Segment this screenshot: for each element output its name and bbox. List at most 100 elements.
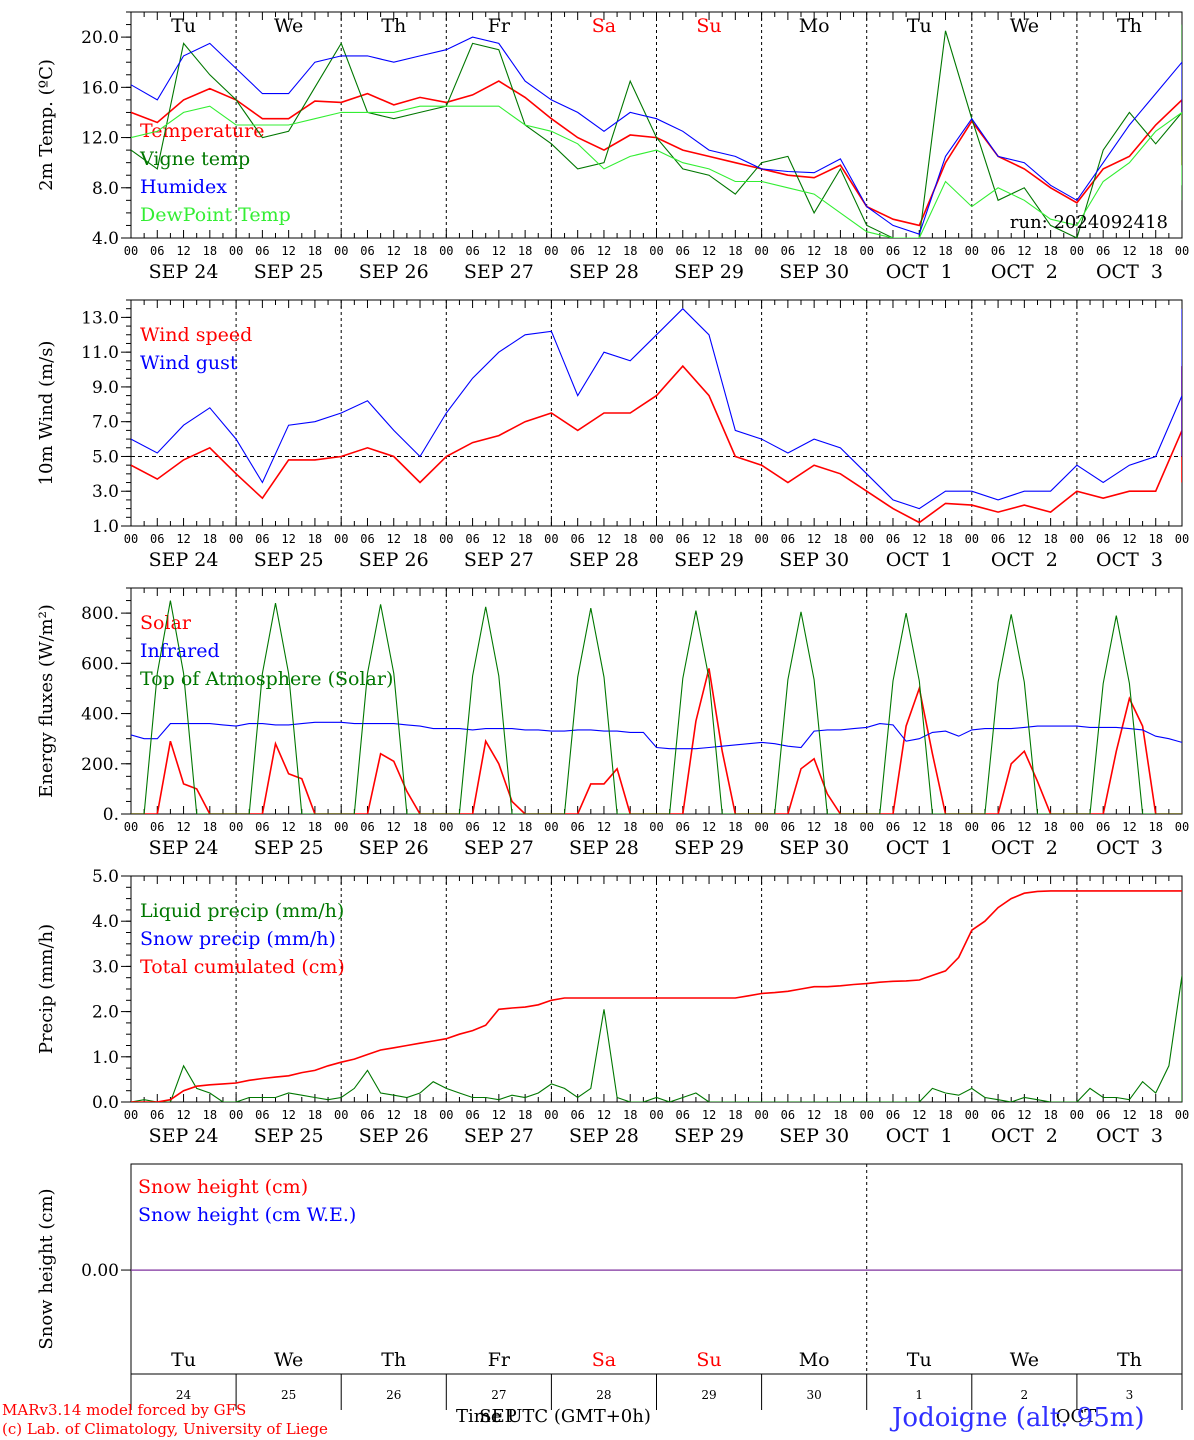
hour-tick-label: 18 bbox=[1043, 820, 1057, 834]
hour-tick-label: 06 bbox=[1096, 244, 1110, 258]
hour-tick-label: 18 bbox=[1148, 1108, 1162, 1122]
day-name: Tu bbox=[171, 15, 196, 37]
hour-tick-label: 18 bbox=[413, 820, 427, 834]
hour-tick-label: 12 bbox=[807, 532, 821, 546]
hour-tick-label: 00 bbox=[229, 820, 243, 834]
hour-tick-label: 00 bbox=[334, 1108, 348, 1122]
hour-tick-label: 12 bbox=[176, 532, 190, 546]
hour-tick-label: 12 bbox=[492, 532, 506, 546]
hour-tick-label: 12 bbox=[807, 820, 821, 834]
date-label: OCT 2 bbox=[991, 549, 1058, 571]
hour-tick-label: 12 bbox=[1017, 244, 1031, 258]
date-label: SEP 26 bbox=[359, 1125, 429, 1147]
legend-entry: Liquid precip (mm/h) bbox=[140, 900, 344, 922]
month-label: SEP bbox=[479, 1406, 517, 1427]
y-axis-label: 10m Wind (m/s) bbox=[36, 341, 57, 486]
hour-tick-label: 00 bbox=[649, 820, 663, 834]
hour-tick-label: 06 bbox=[991, 532, 1005, 546]
day-name: Sa bbox=[592, 15, 616, 37]
y-tick-label: 9.0 bbox=[92, 378, 119, 398]
hour-tick-label: 12 bbox=[1017, 1108, 1031, 1122]
hour-tick-label: 00 bbox=[1175, 244, 1189, 258]
y-tick-label: 7.0 bbox=[92, 413, 119, 433]
hour-tick-label: 18 bbox=[518, 244, 532, 258]
hour-tick-label: 12 bbox=[597, 1108, 611, 1122]
hour-tick-label: 06 bbox=[255, 532, 269, 546]
y-tick-label: 0.00 bbox=[81, 1261, 119, 1281]
day-number: 2 bbox=[1021, 1388, 1029, 1402]
hour-tick-label: 18 bbox=[1043, 244, 1057, 258]
day-number: 3 bbox=[1126, 1388, 1134, 1402]
hour-tick-label: 18 bbox=[308, 244, 322, 258]
hour-tick-label: 00 bbox=[965, 532, 979, 546]
hour-tick-label: 12 bbox=[387, 244, 401, 258]
hour-tick-label: 06 bbox=[1096, 1108, 1110, 1122]
legend-entry: Vigne temp bbox=[139, 148, 250, 170]
hour-tick-label: 00 bbox=[229, 532, 243, 546]
hour-tick-label: 12 bbox=[807, 244, 821, 258]
date-label: SEP 27 bbox=[464, 837, 534, 859]
hour-tick-label: 12 bbox=[387, 532, 401, 546]
hour-tick-label: 06 bbox=[1096, 532, 1110, 546]
date-label: SEP 27 bbox=[464, 261, 534, 283]
hour-tick-label: 00 bbox=[334, 532, 348, 546]
time-axis-label: Time UTC (GMT+0h) bbox=[456, 1406, 651, 1427]
hour-tick-label: 00 bbox=[649, 532, 663, 546]
hour-tick-label: 00 bbox=[1070, 244, 1084, 258]
hour-tick-label: 06 bbox=[570, 532, 584, 546]
hour-tick-label: 00 bbox=[1175, 1108, 1189, 1122]
date-label: OCT 1 bbox=[886, 549, 953, 571]
y-axis-label: Snow height (cm) bbox=[36, 1188, 57, 1349]
day-name: We bbox=[274, 1349, 303, 1371]
hour-tick-label: 18 bbox=[308, 1108, 322, 1122]
hour-tick-label: 12 bbox=[1122, 532, 1136, 546]
legend-entry: Snow precip (mm/h) bbox=[140, 928, 336, 950]
y-tick-label: 8.0 bbox=[92, 179, 119, 199]
hour-tick-label: 00 bbox=[439, 820, 453, 834]
series-line bbox=[131, 721, 1182, 750]
hour-tick-label: 12 bbox=[1122, 244, 1136, 258]
hour-tick-label: 18 bbox=[833, 244, 847, 258]
hour-tick-label: 12 bbox=[702, 532, 716, 546]
y-tick-label: 1.0 bbox=[92, 1048, 119, 1068]
hour-tick-label: 12 bbox=[912, 532, 926, 546]
hour-tick-label: 12 bbox=[281, 244, 295, 258]
hour-tick-label: 12 bbox=[702, 244, 716, 258]
hour-tick-label: 18 bbox=[413, 244, 427, 258]
hour-tick-label: 06 bbox=[991, 1108, 1005, 1122]
hour-tick-label: 00 bbox=[334, 244, 348, 258]
day-number: 1 bbox=[915, 1388, 923, 1402]
y-axis-label: Precip (mm/h) bbox=[36, 924, 57, 1054]
hour-tick-label: 18 bbox=[623, 1108, 637, 1122]
hour-tick-label: 06 bbox=[465, 532, 479, 546]
legend-entry: DewPoint Temp bbox=[140, 204, 291, 226]
hour-tick-label: 00 bbox=[439, 1108, 453, 1122]
hour-tick-label: 06 bbox=[150, 820, 164, 834]
hour-tick-label: 06 bbox=[570, 820, 584, 834]
hour-tick-label: 06 bbox=[781, 532, 795, 546]
hour-tick-label: 18 bbox=[308, 820, 322, 834]
date-label: SEP 30 bbox=[779, 837, 849, 859]
y-axis-label: Energy fluxes (W/m²) bbox=[36, 604, 57, 798]
legend-entry: Snow height (cm) bbox=[138, 1176, 308, 1198]
legend-entry: Wind speed bbox=[140, 324, 252, 346]
date-label: SEP 24 bbox=[149, 261, 219, 283]
hour-tick-label: 12 bbox=[597, 532, 611, 546]
hour-tick-label: 06 bbox=[360, 244, 374, 258]
y-tick-label: 13.0 bbox=[81, 308, 119, 328]
date-label: SEP 24 bbox=[149, 549, 219, 571]
hour-tick-label: 18 bbox=[833, 1108, 847, 1122]
hour-tick-label: 00 bbox=[754, 1108, 768, 1122]
series-line bbox=[131, 668, 1182, 814]
hour-tick-label: 18 bbox=[728, 1108, 742, 1122]
series-line bbox=[131, 36, 1182, 235]
hour-tick-label: 00 bbox=[754, 244, 768, 258]
y-axis-label: 2m Temp. (ºC) bbox=[36, 59, 57, 191]
date-label: OCT 2 bbox=[991, 837, 1058, 859]
hour-tick-label: 06 bbox=[676, 1108, 690, 1122]
date-label: SEP 30 bbox=[779, 549, 849, 571]
hour-tick-label: 06 bbox=[991, 244, 1005, 258]
station-label: Jodoigne (alt. 95m) bbox=[892, 1403, 1145, 1433]
hour-tick-label: 12 bbox=[912, 820, 926, 834]
